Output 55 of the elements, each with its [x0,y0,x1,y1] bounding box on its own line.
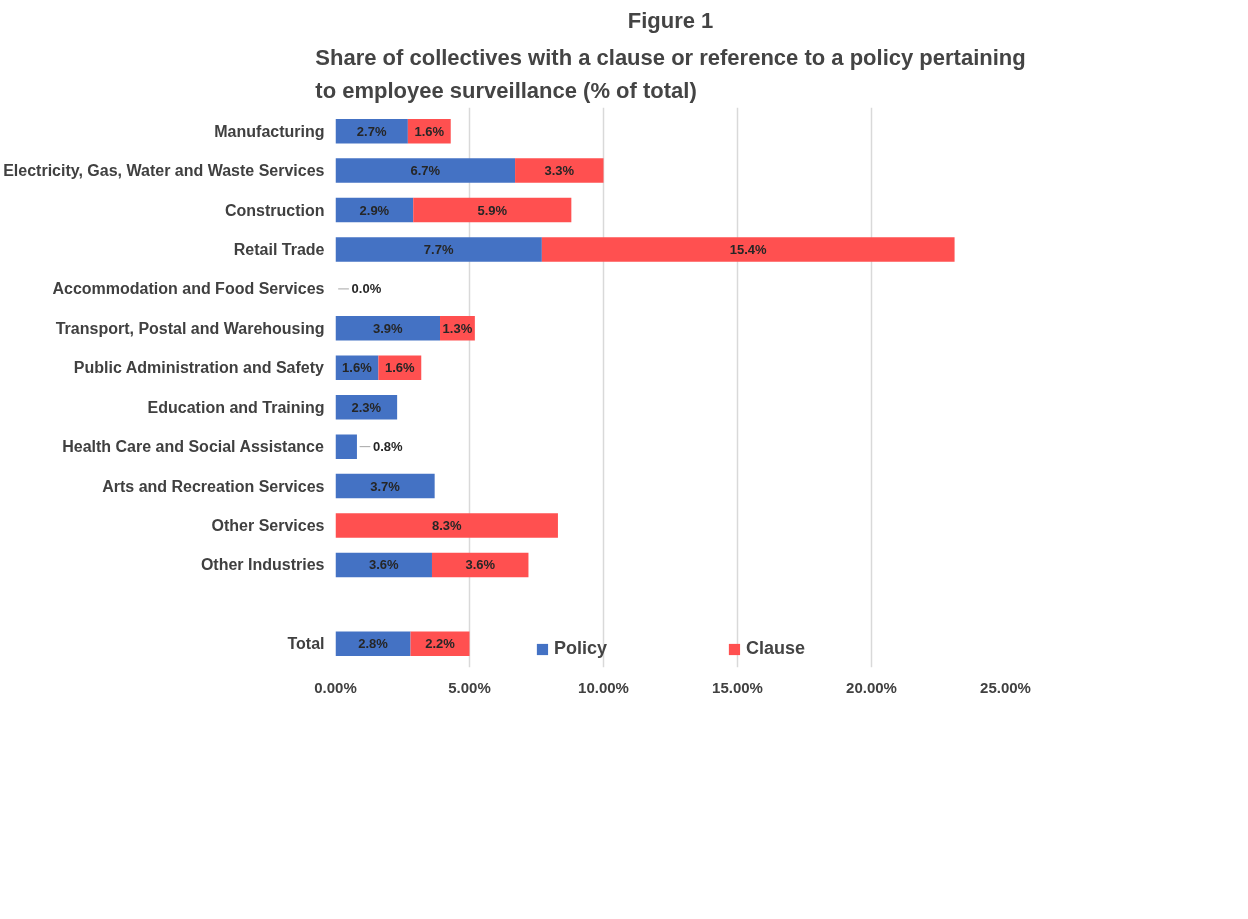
chart-subtitle: Share of collectives with a clause or reference to a policy pertaining to employee surveillance (% of total) [315,45,1026,103]
y-tick-label: Health Care and Social Assistance [62,438,325,456]
data-label: 7.7% [423,241,454,257]
y-tick-label: Electricity, Gas, Water and Waste Services [3,162,325,180]
chart-title: Figure 1 [627,7,714,33]
data-label: 1.6% [342,360,373,376]
data-label: 3.7% [370,478,401,494]
y-tick-label: Construction [224,201,325,219]
y-tick-label: Manufacturing [214,122,325,140]
x-tick-label: 25.00% [980,678,1031,696]
y-tick-label: Accommodation and Food Services [52,280,325,298]
bar [335,552,432,578]
data-label: 6.7% [410,163,441,179]
data-label: 15.4% [729,241,768,257]
y-tick-label: Total [287,635,325,653]
bar [515,158,604,183]
data-label: 1.6% [414,123,445,139]
data-label: 1.6% [385,360,416,376]
data-label: 8.3% [431,518,462,534]
data-label: 0.8% [373,439,404,455]
data-label: 3.9% [372,320,404,336]
data-label: 3.6% [368,557,399,573]
bar [541,237,955,262]
x-tick-label: 5.00% [448,678,491,696]
data-label: 2.7% [356,123,387,139]
legend-label: Clause [746,638,806,659]
data-label: 2.2% [425,636,456,652]
data-label: 2.8% [358,636,389,652]
y-tick-label: Education and Training [147,398,325,416]
x-tick-label: 15.00% [712,678,763,696]
data-label: 0.0% [351,281,382,297]
x-tick-label: 0.00% [314,678,357,696]
y-tick-label: Public Administration and Safety [73,359,325,377]
data-label: 3.3% [544,163,575,179]
bar [335,158,516,183]
x-tick-label: 20.00% [846,678,897,696]
bar [335,316,441,341]
bar [413,197,572,223]
legend-label: Policy [553,638,607,659]
data-label: 3.6% [465,557,496,573]
y-tick-label: Other Services [211,517,325,535]
data-label: 1.3% [442,320,473,336]
y-tick-label: Retail Trade [233,240,325,258]
y-tick-label: Transport, Postal and Warehousing [55,319,325,337]
bar [335,237,542,262]
bar [431,552,529,578]
bar [335,434,357,459]
x-tick-label: 10.00% [578,678,629,696]
y-tick-label: Arts and Recreation Services [102,477,325,495]
data-label: 5.9% [477,202,508,218]
y-tick-label: Other Industries [200,556,325,574]
data-label: 2.9% [359,202,390,218]
bar [335,513,558,538]
bar [335,473,435,499]
data-label: 2.3% [351,399,382,415]
